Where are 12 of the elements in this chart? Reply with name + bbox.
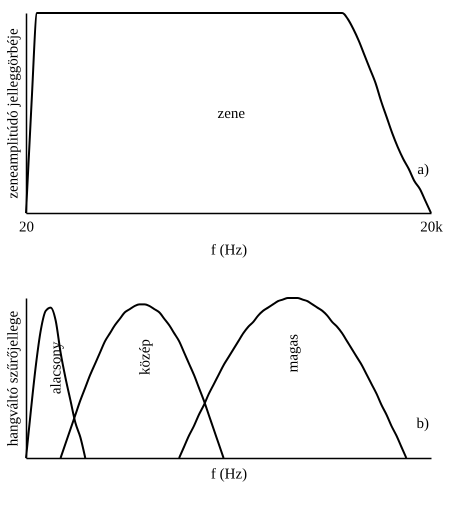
x-tick-label: 20k bbox=[420, 220, 444, 236]
x-tick-label: 20 bbox=[19, 220, 34, 236]
text: magas bbox=[286, 334, 302, 372]
y-axis-title: zeneamplitúdó jelleggörbéje bbox=[6, 28, 22, 199]
x-axis-title: f (Hz) bbox=[210, 242, 248, 258]
text: zene bbox=[218, 106, 246, 122]
annotation: a) bbox=[417, 162, 429, 178]
x-axis-title: f (Hz) bbox=[210, 466, 248, 482]
annotation: b) bbox=[416, 416, 429, 432]
text: alacsony bbox=[48, 341, 65, 394]
y-axis-title: hangváltó szűrőjellege bbox=[6, 310, 22, 446]
text: közép bbox=[138, 339, 154, 375]
